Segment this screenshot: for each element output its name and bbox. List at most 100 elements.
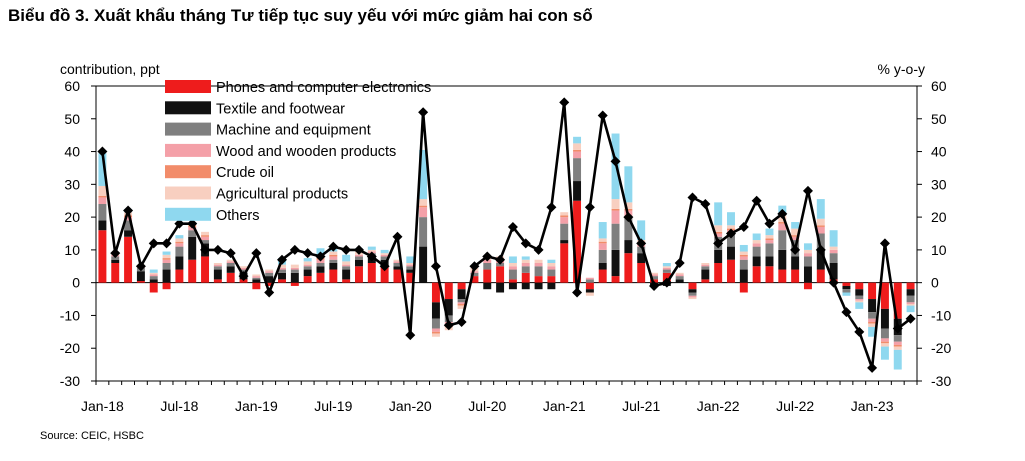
bar-segment [175, 269, 184, 283]
bar-segment [906, 302, 915, 304]
bar-segment [175, 256, 184, 270]
bar-segment [714, 231, 723, 234]
bar-segment [226, 272, 235, 283]
bar-segment [252, 282, 261, 290]
bar-segment [175, 238, 184, 242]
bar-segment [226, 263, 235, 267]
bar-segment [265, 271, 274, 273]
bar-segment [547, 259, 556, 263]
bar-segment [290, 264, 299, 268]
bar-segment [265, 282, 274, 286]
bar-segment [803, 266, 812, 283]
total-yoy-point [238, 271, 249, 282]
bar-segment [701, 269, 710, 280]
bar-segment [816, 226, 825, 234]
bar-segment [624, 202, 633, 209]
bar-segment [316, 266, 325, 273]
x-tick-label: Jul-18 [160, 398, 198, 414]
x-tick-label: Jan-22 [697, 398, 740, 414]
legend-label: Phones and computer electronics [216, 80, 431, 96]
legend-swatch [165, 122, 211, 136]
left-tick-label: 10 [64, 242, 80, 258]
bar-segment [868, 282, 877, 300]
bar-segment [380, 249, 389, 254]
bar-segment [880, 338, 889, 342]
bar-segment [855, 295, 864, 300]
total-yoy-point [828, 277, 839, 288]
left-tick-label: 30 [64, 176, 80, 192]
bar-segment [868, 326, 877, 337]
bar-segment [765, 228, 774, 236]
bar-segment [431, 331, 440, 334]
bar-segment [111, 263, 120, 283]
total-yoy-point [507, 221, 518, 232]
total-yoy-point [418, 107, 429, 118]
bar-segment [701, 266, 710, 270]
bar-segment [893, 344, 902, 347]
bar-segment [226, 259, 235, 262]
bar-segment [701, 279, 710, 283]
bar-segment [419, 207, 428, 218]
bar-segment [739, 259, 748, 270]
bar-segment [727, 246, 735, 260]
bar-segment [598, 249, 607, 263]
bar-segment [162, 258, 171, 260]
bar-segment [419, 149, 428, 200]
bar-segment [162, 263, 171, 270]
total-yoy-point [572, 287, 583, 298]
bar-segment [162, 251, 171, 255]
total-yoy-point [495, 254, 506, 265]
bar-segment [611, 210, 620, 224]
bar-segment [149, 274, 158, 277]
bar-segment [329, 256, 338, 260]
bar-segment [906, 295, 915, 303]
bar-segment [611, 199, 620, 209]
legend-swatch [165, 80, 211, 93]
bar-segment [778, 223, 787, 231]
bar-segment [367, 263, 376, 283]
bar-segment [111, 259, 120, 263]
bar-segment [252, 279, 261, 283]
bar-segment [534, 263, 543, 267]
bar-segment [175, 246, 184, 257]
bar-segment [406, 264, 415, 267]
bar-segment [739, 254, 748, 257]
bar-segment [201, 231, 210, 236]
total-yoy-point [328, 241, 339, 252]
bar-segment [380, 254, 389, 257]
bar-segment [431, 282, 440, 303]
total-yoy-point [777, 208, 788, 219]
bar-segment [521, 272, 530, 283]
bar-segment [316, 263, 325, 267]
bar-segment [829, 253, 838, 263]
bar-segment [98, 230, 107, 283]
bar-segment [675, 272, 684, 275]
bar-segment [290, 272, 299, 283]
source-note: Source: CEIC, HSBC [40, 430, 144, 442]
bar-segment [303, 258, 312, 262]
bar-segment [547, 269, 556, 277]
total-yoy-point [854, 326, 865, 337]
bar-segment [675, 276, 684, 280]
bar-segment [637, 263, 646, 283]
total-yoy-point [738, 221, 749, 232]
bar-segment [201, 240, 210, 244]
bar-segment [791, 228, 800, 236]
bar-segment [342, 269, 351, 280]
total-yoy-point [597, 110, 608, 121]
total-yoy-point [341, 244, 352, 255]
total-yoy-point [469, 261, 480, 272]
bar-segment [752, 246, 761, 257]
total-yoy-point [405, 330, 416, 341]
bar-segment [508, 263, 517, 267]
bar-segment [662, 266, 671, 268]
bar-segment [573, 151, 582, 159]
total-yoy-point [366, 251, 377, 262]
bar-segment [573, 158, 582, 182]
bar-segment [213, 266, 222, 270]
bar-segment [611, 249, 620, 277]
bar-segment [803, 256, 812, 267]
bar-segment [816, 218, 825, 226]
total-yoy-point [482, 251, 493, 262]
bar-segment [855, 300, 864, 303]
